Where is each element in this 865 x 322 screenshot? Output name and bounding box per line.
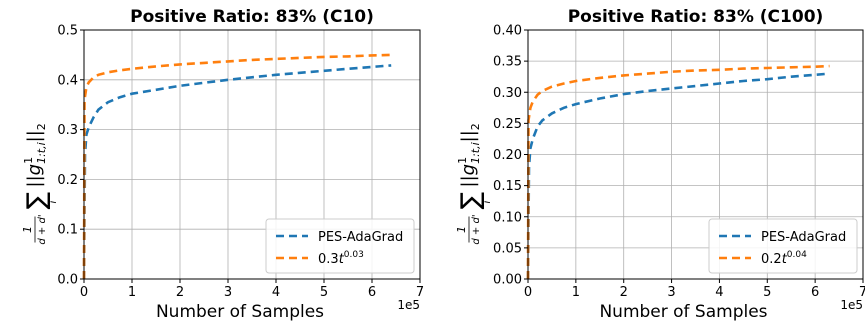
x-tick-label: 0	[80, 285, 88, 300]
y-tick-label: 0.0	[57, 273, 78, 288]
legend-box	[708, 218, 858, 274]
x-tick-label: 4	[272, 285, 280, 300]
y-tick-label: 0.3	[57, 123, 78, 138]
x-tick-label: 6	[368, 285, 376, 300]
x-tick-label: 4	[715, 285, 723, 300]
x-tick-label: 3	[224, 285, 232, 300]
chart-panel-2: 0 1 2 3 4 5 6 7 0.00 0.05 0.10 0.15 0.20 0.25 0.30 0.35…	[455, 7, 865, 322]
x-axis-label: Number of Samples	[156, 302, 324, 322]
y-tick-label: 0.40	[493, 24, 522, 39]
legend: PES-AdaGrad 0.3t0.03	[265, 218, 415, 274]
legend-label: PES-AdaGrad	[318, 230, 403, 245]
y-label-numerator: 1	[21, 226, 34, 233]
legend-label: 0.2t0.04	[761, 250, 807, 267]
y-tick-label: 0.1	[57, 223, 78, 238]
y-label-numerator: 1	[455, 226, 468, 233]
x-tick-label: 5	[320, 285, 328, 300]
legend-label: 0.3t0.03	[318, 250, 364, 267]
x-tick-label: 2	[176, 285, 184, 300]
y-tick-label: 0.35	[493, 55, 522, 70]
series-line-pes-adagrad	[526, 72, 830, 280]
x-tick-label: 0	[524, 285, 532, 300]
x-axis-label: Number of Samples	[599, 302, 767, 322]
y-label-denominator: d + d'	[37, 214, 48, 244]
x-tick-label: 6	[811, 285, 819, 300]
y-tick-label: 0.2	[57, 173, 78, 188]
y-tick-label: 0.20	[493, 148, 522, 163]
y-label-norm: ||g11:t,i||2	[456, 123, 482, 187]
chart-title: Positive Ratio: 83% (C100)	[568, 7, 824, 27]
y-tick-label: 0.30	[493, 86, 522, 101]
x-tick-label: 1	[128, 285, 136, 300]
legend-label: PES-AdaGrad	[761, 230, 846, 245]
y-tick-label: 0.00	[493, 273, 522, 288]
y-tick-label: 0.15	[493, 179, 522, 194]
y-axis-label: 1/(d+d') Σ_i ||g^1_{1:t,i}||_21d + d'∑i|…	[455, 123, 493, 244]
legend-box	[265, 218, 415, 274]
y-label-sum-index: i	[482, 201, 493, 204]
x-tick-label: 7	[416, 285, 424, 300]
y-tick-label: 0.05	[493, 241, 522, 256]
y-label-norm: ||g11:t,i||2	[22, 123, 48, 187]
y-label-denominator: d + d'	[471, 214, 482, 244]
y-label-sum: ∑	[22, 192, 52, 210]
y-axis-label: 1/(d+d') Σ_i ||g^1_{1:t,i}||_21d + d'∑i|…	[21, 123, 59, 244]
series-line-power-fit	[82, 53, 392, 280]
x-tick-label: 7	[859, 285, 865, 300]
legend: PES-AdaGrad 0.2t0.04	[708, 218, 858, 274]
x-tick-label: 2	[620, 285, 628, 300]
plot-frame	[83, 29, 421, 280]
chart-panel-1: 0 1 2 3 4 5 6 7 0.0 0.1 0.2 0.3 0.4 0.5 1e5 Positive Ra…	[21, 7, 424, 322]
y-label-sum: ∑	[456, 192, 486, 210]
x-tick-label: 5	[763, 285, 771, 300]
y-tick-label: 0.10	[493, 210, 522, 225]
y-tick-label: 0.25	[493, 117, 522, 132]
y-tick-label: 0.4	[57, 73, 78, 88]
x-tick-label: 1	[572, 285, 580, 300]
x-tick-label: 3	[667, 285, 675, 300]
x-scale-label: 1e5	[397, 298, 420, 312]
y-label-sum-index: i	[48, 201, 59, 204]
y-tick-label: 0.5	[57, 24, 78, 39]
series-line-power-fit	[526, 64, 830, 280]
x-scale-label: 1e5	[840, 298, 863, 312]
chart-title: Positive Ratio: 83% (C10)	[130, 7, 374, 27]
